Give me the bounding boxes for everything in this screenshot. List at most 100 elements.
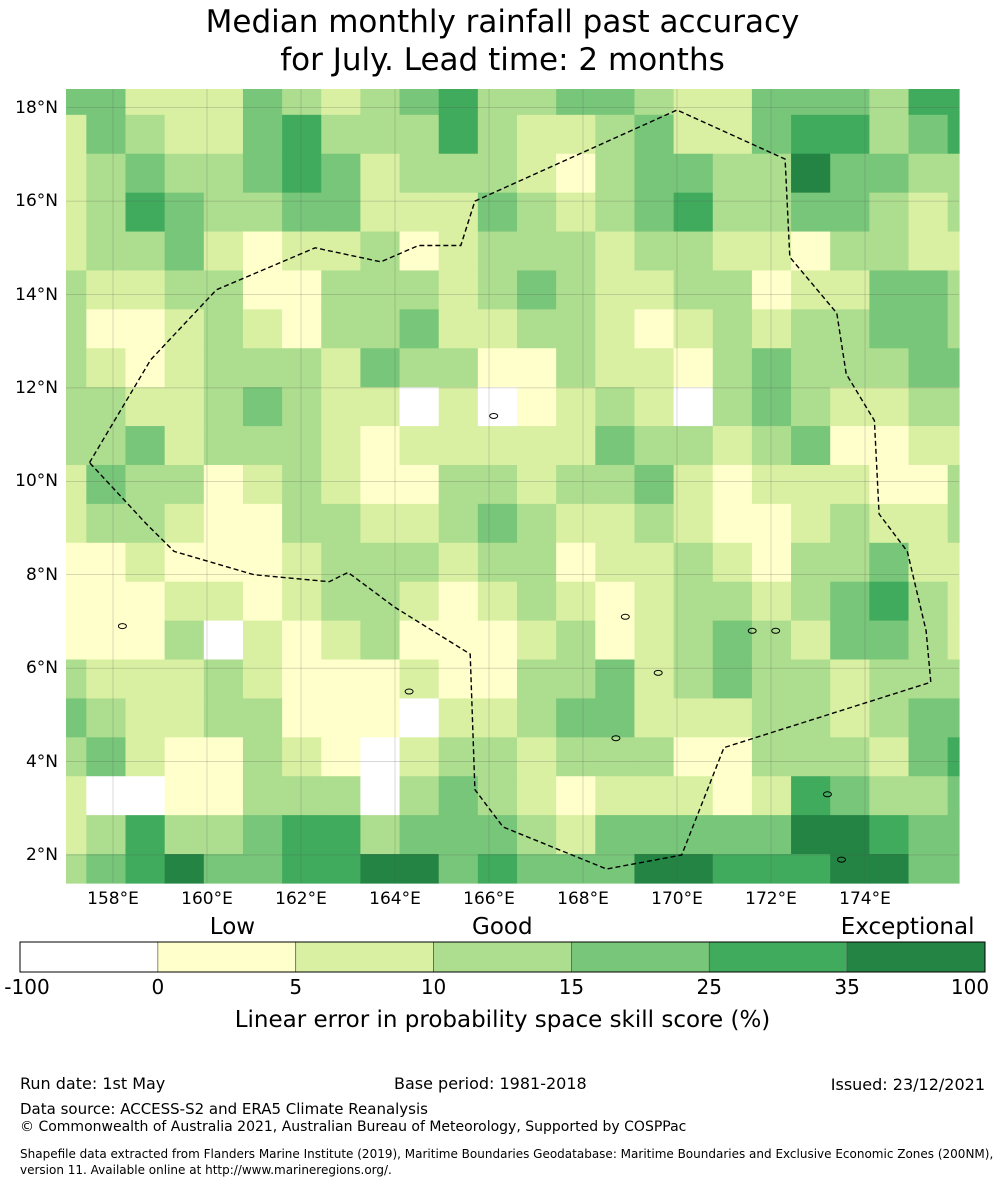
grid-cell (595, 230, 636, 271)
grid-cell (908, 581, 949, 621)
grid-cell (634, 775, 675, 816)
grid-cell (399, 581, 440, 621)
grid-cell (908, 775, 949, 816)
grid-cell (595, 503, 636, 543)
grid-cell (830, 308, 870, 349)
colorbar-frame (19, 941, 986, 973)
grid-cell (751, 386, 792, 427)
grid-cell (164, 697, 205, 738)
grid-cell (634, 581, 675, 621)
colorbar-category-label: Exceptional (840, 914, 975, 940)
grid-cell (595, 89, 636, 115)
grid-cell (634, 542, 675, 582)
grid-cell (125, 386, 166, 427)
grid-cell (164, 853, 205, 884)
grid-cell (321, 775, 362, 816)
grid-cell (830, 619, 870, 660)
grid-cell (203, 464, 244, 504)
grid-cell (712, 153, 753, 193)
grid-cell (595, 114, 636, 154)
grid-cell (830, 425, 870, 465)
grid-cell (477, 230, 518, 271)
longitude-label: 168°E (557, 889, 609, 909)
grid-cell (321, 425, 362, 465)
grid-cell (360, 658, 401, 699)
grid-cell (791, 425, 831, 465)
grid-cell (399, 736, 440, 777)
colorbar-category-label: Good (472, 914, 533, 940)
grid-cell (66, 192, 87, 232)
grid-cell (242, 347, 283, 388)
grid-cell (86, 192, 127, 232)
grid-cell (947, 89, 960, 115)
grid-cell (712, 269, 753, 310)
grid-cell (125, 736, 166, 777)
grid-cell (438, 619, 479, 660)
data-source: Data source: ACCESS-S2 and ERA5 Climate … (20, 1100, 428, 1118)
grid-cell (712, 425, 753, 465)
grid-cell (556, 814, 596, 855)
grid-cell (438, 814, 479, 855)
grid-cell (203, 581, 244, 621)
grid-cell (125, 542, 166, 582)
grid-cell (86, 464, 127, 504)
grid-cell (634, 192, 675, 232)
grid-cell (203, 736, 244, 777)
grid-cell (791, 542, 831, 582)
grid-cell (321, 697, 362, 738)
grid-cell (517, 775, 557, 816)
grid-cell (360, 153, 401, 193)
longitude-label: 160°E (181, 889, 233, 909)
grid-cell (477, 581, 518, 621)
grid-cell (673, 619, 714, 660)
grid-cell (556, 89, 596, 115)
grid-cell (517, 89, 557, 115)
grid-cell (751, 89, 792, 115)
grid-cell (830, 153, 870, 193)
grid-cell (164, 775, 205, 816)
grid-cell (360, 114, 401, 154)
grid-cell (66, 153, 87, 193)
grid-cell (203, 775, 244, 816)
grid-cell (869, 230, 910, 271)
latitude-label: 12°N (15, 377, 58, 398)
grid-cell (360, 192, 401, 232)
grid-cell (360, 89, 401, 115)
grid-cell (595, 308, 636, 349)
grid-cell (360, 347, 401, 388)
grid-cell (556, 775, 596, 816)
latitude-label: 14°N (15, 284, 58, 305)
grid-cell (282, 425, 322, 465)
longitude-label: 158°E (87, 889, 139, 909)
grid-cell (477, 619, 518, 660)
grid-cell (86, 425, 127, 465)
grid-cell (556, 581, 596, 621)
island-outline (822, 791, 832, 798)
grid-cell (282, 386, 322, 427)
skill-grid-cells (66, 89, 960, 884)
grid-cell (751, 464, 792, 504)
base-period: Base period: 1981-2018 (394, 1074, 587, 1093)
grid-cell (791, 775, 831, 816)
grid-cell (360, 814, 401, 855)
grid-cell (321, 503, 362, 543)
grid-cell (908, 619, 949, 660)
grid-cell (830, 89, 870, 115)
longitude-label: 174°E (839, 889, 891, 909)
grid-cell (438, 542, 479, 582)
grid-cell (438, 153, 479, 193)
grid-cell (125, 347, 166, 388)
grid-cell (282, 269, 322, 310)
grid-cell (242, 503, 283, 543)
grid-cell (517, 464, 557, 504)
grid-cell (712, 853, 753, 884)
grid-cell (282, 775, 322, 816)
grid-cell (86, 308, 127, 349)
colorbar-tick-label: 35 (834, 975, 860, 999)
shapefile-credit-line-2: version 11. Available online at http://w… (20, 1163, 392, 1177)
grid-cell (673, 658, 714, 699)
grid-cell (908, 269, 949, 310)
grid-cell (399, 464, 440, 504)
grid-cell (125, 775, 166, 816)
grid-cell (66, 581, 87, 621)
